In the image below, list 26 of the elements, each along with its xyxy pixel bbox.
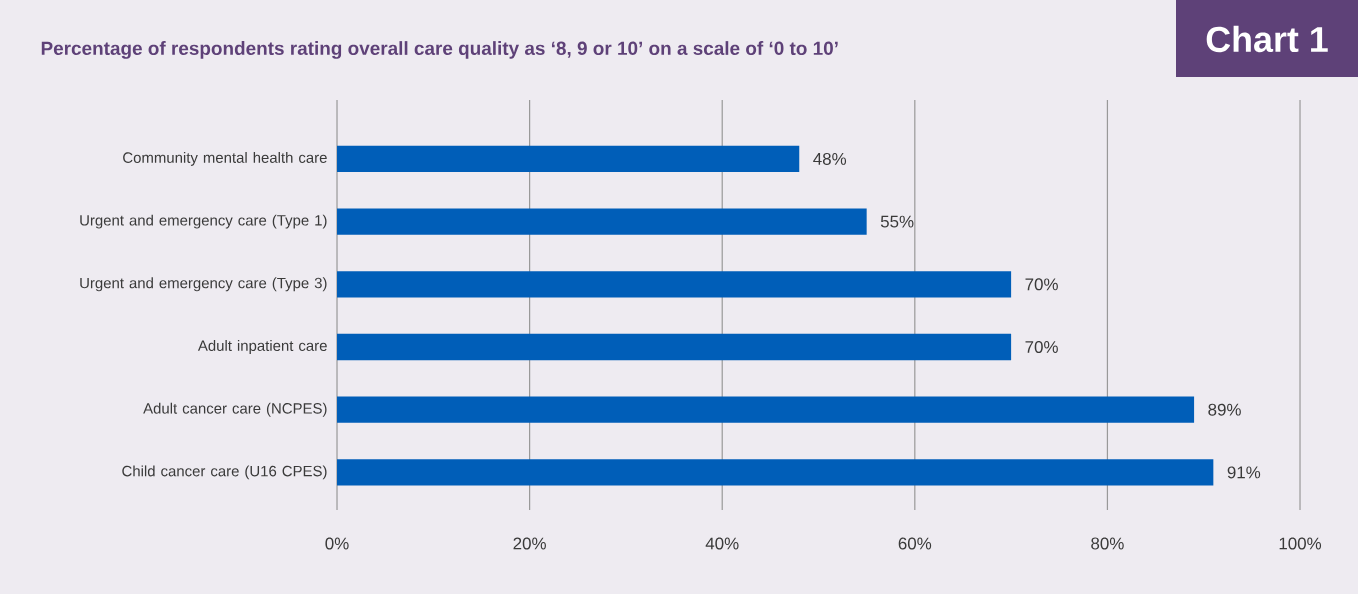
bar bbox=[337, 396, 1195, 423]
bar bbox=[337, 208, 867, 235]
x-tick-label: 20% bbox=[513, 537, 546, 550]
x-tick-label: 100% bbox=[1279, 537, 1322, 550]
bar bbox=[337, 145, 800, 173]
data-label: 55% bbox=[880, 215, 914, 228]
chart-title: Percentage of respondents rating overall care quality as ‘8, 9 or 10’ on a scale of ‘0 to 10’ bbox=[41, 41, 838, 59]
x-tick-label: 0% bbox=[325, 537, 349, 550]
y-tick-label: Community mental health care bbox=[123, 151, 327, 166]
x-tick-label: 40% bbox=[705, 537, 739, 550]
data-label: 48% bbox=[813, 152, 847, 165]
data-label: 91% bbox=[1227, 466, 1261, 479]
y-tick-label: Adult cancer care (NCPES) bbox=[143, 402, 327, 417]
data-label: 70% bbox=[1025, 278, 1058, 291]
y-tick-label: Child cancer care (U16 CPES) bbox=[122, 465, 327, 480]
y-tick-label: Adult inpatient care bbox=[197, 340, 327, 354]
x-tick-label: 60% bbox=[898, 537, 932, 550]
data-label: 89% bbox=[1208, 403, 1241, 416]
bar bbox=[337, 271, 1012, 298]
caption: Chart 1 bbox=[1206, 25, 1328, 53]
x-tick-label: 80% bbox=[1091, 537, 1124, 550]
bar bbox=[337, 459, 1214, 486]
y-tick-label: Urgent and emergency care (Type 1) bbox=[80, 214, 327, 229]
y-tick-label: Urgent and emergency care (Type 3) bbox=[80, 277, 327, 292]
data-label: 70% bbox=[1025, 341, 1058, 353]
bar bbox=[337, 333, 1012, 361]
